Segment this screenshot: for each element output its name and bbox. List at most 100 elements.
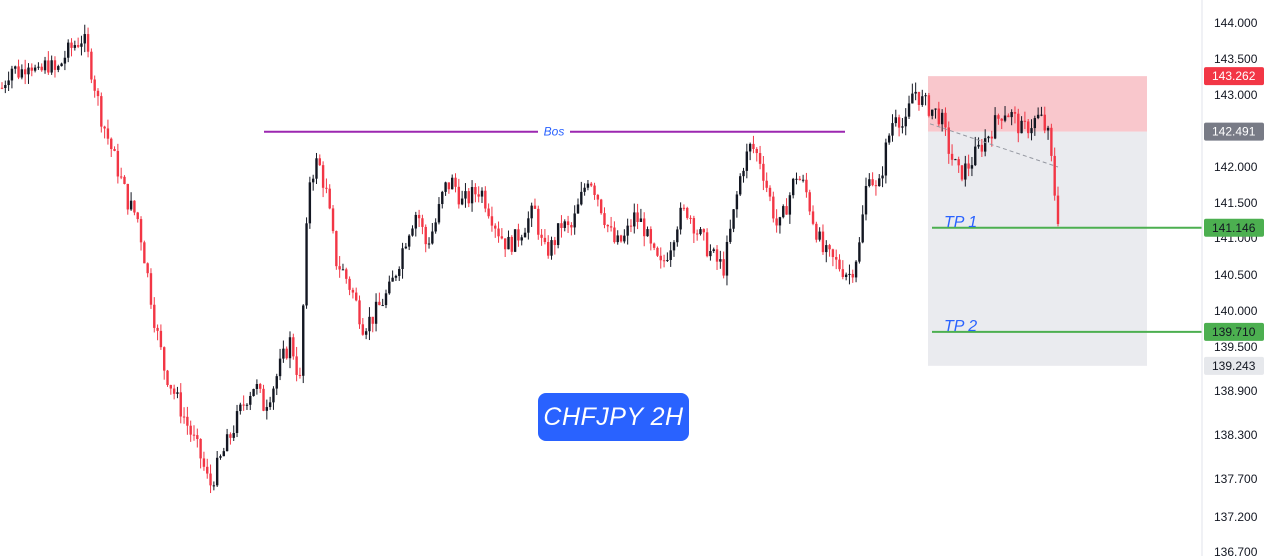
- candle-body: [672, 242, 676, 251]
- candle-body: [341, 269, 345, 271]
- candle-body: [202, 458, 206, 467]
- candle-body: [20, 69, 24, 78]
- candle-body: [881, 175, 884, 179]
- candle-body: [338, 266, 341, 270]
- candle-body: [689, 217, 692, 219]
- candle-body: [841, 269, 845, 277]
- candle-body: [563, 221, 566, 228]
- candle-body: [100, 96, 103, 127]
- price-tick-label: 142.000: [1214, 160, 1258, 174]
- candle-body: [129, 200, 133, 210]
- candle-body: [576, 204, 580, 214]
- candle-body: [639, 218, 643, 222]
- candle-body: [1046, 127, 1050, 131]
- candle-body: [490, 216, 494, 226]
- candle-body: [884, 142, 888, 176]
- candle-body: [166, 370, 169, 386]
- candle-body: [182, 416, 186, 418]
- candle-body: [229, 434, 232, 438]
- candle-body: [844, 274, 848, 277]
- candle-body: [507, 236, 510, 250]
- candle-body: [318, 158, 321, 166]
- candle-body: [980, 144, 984, 152]
- price-axis[interactable]: 144.000143.500143.000142.000141.500141.0…: [1214, 16, 1258, 556]
- candle-body: [613, 227, 616, 243]
- candle-body: [662, 260, 666, 262]
- candle-body: [80, 43, 83, 47]
- candle-body: [1007, 115, 1010, 118]
- candle-body: [60, 63, 63, 67]
- symbol-badge: CHFJPY 2H: [538, 393, 689, 441]
- candle-body: [911, 93, 914, 104]
- candle-body: [14, 66, 17, 69]
- candle-body: [921, 96, 924, 105]
- candle-body: [364, 331, 368, 335]
- candle-body: [917, 91, 921, 105]
- candle-body: [302, 305, 305, 376]
- candle-body: [944, 112, 947, 128]
- candle-body: [305, 223, 308, 306]
- candle-body: [805, 179, 808, 193]
- candle-body: [633, 212, 636, 227]
- candle-body: [351, 289, 355, 293]
- candle-body: [414, 214, 417, 229]
- candle-body: [225, 434, 229, 452]
- candle-body: [1040, 114, 1043, 116]
- candle-body: [914, 91, 917, 94]
- candle-body: [464, 191, 467, 199]
- price-tag-box: [1204, 218, 1264, 237]
- candle-body: [1033, 118, 1037, 129]
- candle-body: [321, 165, 325, 188]
- candle-body: [1043, 114, 1046, 131]
- candle-body: [553, 240, 557, 246]
- candle-body: [86, 34, 90, 52]
- candle-body: [901, 126, 904, 128]
- candle-body: [712, 249, 715, 251]
- candle-body: [540, 234, 543, 238]
- candle-body: [523, 232, 527, 238]
- candle-body: [47, 60, 50, 73]
- candle-body: [527, 218, 530, 233]
- candle-body: [947, 127, 950, 154]
- candle-body: [358, 300, 361, 325]
- candle-body: [715, 249, 719, 262]
- price-tag-stop: 143.262: [1204, 67, 1264, 86]
- candle-body: [1013, 112, 1017, 114]
- candle-body: [411, 228, 414, 236]
- candle-body: [245, 404, 249, 406]
- candle-body: [325, 187, 328, 189]
- tp-label: TP 1: [944, 214, 977, 231]
- candle-body: [940, 112, 944, 125]
- candle-body: [242, 404, 245, 406]
- candle-body: [27, 67, 30, 75]
- candle-body: [331, 208, 335, 232]
- candle-body: [722, 259, 725, 276]
- price-tag-label: 142.491: [1212, 125, 1256, 139]
- candle-body: [484, 190, 487, 209]
- candle-body: [699, 229, 702, 235]
- candle-body: [530, 205, 533, 219]
- price-tag-tp: 141.146: [1204, 218, 1264, 237]
- candle-body: [1000, 118, 1003, 121]
- candle-body: [851, 273, 854, 278]
- price-tag-label: 139.710: [1212, 325, 1256, 339]
- candle-body: [7, 80, 10, 86]
- candle-body: [768, 187, 772, 197]
- candle-body: [566, 221, 570, 226]
- candle-body: [629, 225, 633, 227]
- candle-body: [778, 217, 782, 226]
- candle-body: [603, 213, 606, 226]
- candle-body: [116, 150, 120, 177]
- candle-body: [67, 42, 70, 58]
- candle-body: [871, 179, 874, 186]
- candle-body: [993, 115, 997, 139]
- candle-body: [249, 396, 252, 405]
- candle-body: [745, 151, 749, 171]
- candle-body: [874, 185, 878, 187]
- candle-body: [474, 187, 477, 195]
- candle-body: [454, 177, 457, 187]
- candle-body: [90, 51, 93, 80]
- candle-body: [990, 136, 993, 139]
- candle-body: [123, 176, 126, 184]
